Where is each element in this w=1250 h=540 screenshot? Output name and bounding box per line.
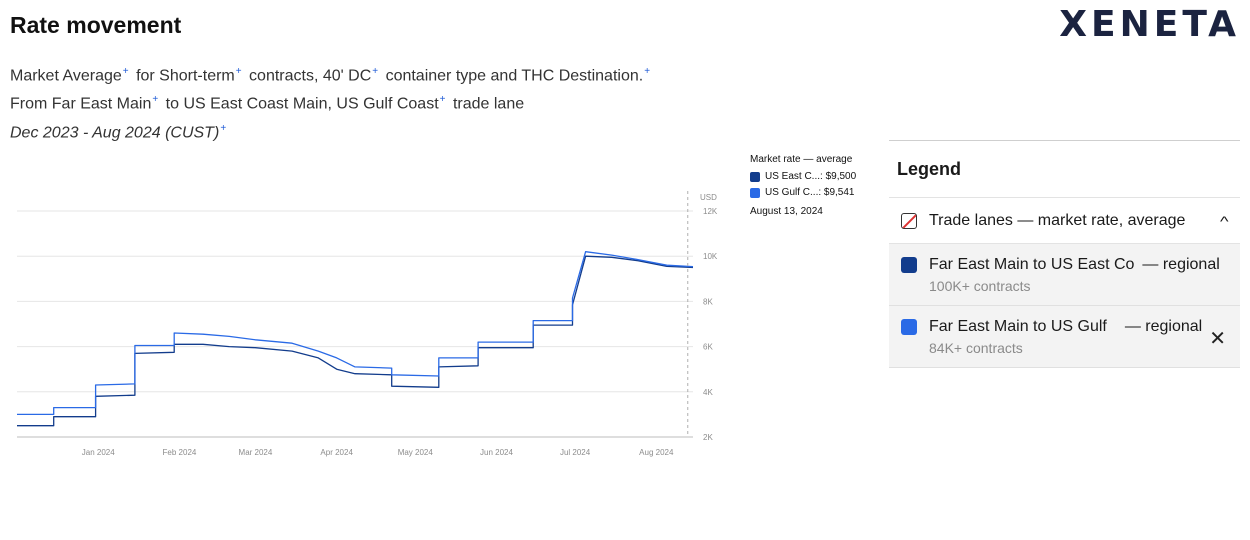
- legend-item-contracts: 84K+ contracts: [929, 340, 1023, 356]
- x-tick-label: Jan 2024: [82, 448, 115, 457]
- legend-item-name: Far East Main to US East Co: [929, 256, 1135, 273]
- legend-title: Legend: [889, 141, 1240, 198]
- legend-group-trade-lanes[interactable]: Trade lanes — market rate, average ^: [889, 198, 1240, 244]
- y-tick-label: 6K: [703, 343, 713, 352]
- tooltip-date: August 13, 2024: [750, 206, 823, 217]
- chart-description: Market Average+ for Short-term+ contract…: [10, 60, 653, 145]
- tooltip-value: US East C...: $9,500: [765, 171, 857, 182]
- legend-item-name: Far East Main to US Gulf: [929, 318, 1107, 335]
- y-tick-label: 4K: [703, 388, 713, 397]
- description-line-3: Dec 2023 - Aug 2024 (CUST)+: [10, 117, 653, 145]
- desc-thc[interactable]: container type and THC Destination.: [385, 67, 644, 85]
- plus-icon[interactable]: +: [122, 66, 129, 77]
- legend-item-suffix: — regional: [1124, 318, 1203, 335]
- plus-icon[interactable]: +: [439, 94, 446, 106]
- desc-market-average[interactable]: Market Average: [10, 67, 122, 85]
- legend-item-gulf-coast[interactable]: Far East Main to US Gulf — regional 84K+…: [889, 306, 1240, 368]
- series-swatch: [750, 187, 760, 198]
- series-swatch: [750, 171, 760, 182]
- plus-icon[interactable]: +: [235, 66, 242, 77]
- y-tick-label: 10K: [703, 252, 718, 261]
- plus-icon[interactable]: +: [152, 94, 159, 106]
- chevron-up-icon[interactable]: ^: [1220, 212, 1229, 229]
- desc-short-term[interactable]: for Short-term: [136, 67, 235, 85]
- desc-container-type[interactable]: contracts, 40' DC: [249, 67, 372, 85]
- y-tick-label: 12K: [703, 207, 718, 216]
- series-line: [17, 251, 694, 416]
- legend-item-suffix: — regional: [1142, 256, 1220, 273]
- plus-icon[interactable]: +: [644, 66, 651, 77]
- legend-group-label: Trade lanes — market rate, average: [929, 211, 1186, 229]
- rate-chart[interactable]: 2K 4K 6K 8K 10K 12K USD Jan 2024 Feb 2024 Mar 202…: [0, 150, 880, 470]
- desc-destination[interactable]: to US East Coast Main, US Gulf Coast: [165, 95, 439, 113]
- series-line: [17, 255, 694, 427]
- legend-item-east-coast[interactable]: Far East Main to US East Co — regional 1…: [889, 244, 1240, 306]
- plus-icon[interactable]: +: [220, 122, 227, 134]
- x-tick-label: May 2024: [398, 448, 434, 457]
- desc-trade-lane: trade lane: [452, 95, 525, 113]
- xeneta-logo: XENETA: [1059, 4, 1240, 45]
- y-unit-label: USD: [700, 193, 717, 202]
- desc-period[interactable]: Dec 2023 - Aug 2024 (CUST): [10, 123, 220, 141]
- description-line-1: Market Average+ for Short-term+ contract…: [10, 60, 653, 88]
- tooltip-row: US East C...: $9,500: [750, 171, 856, 182]
- x-tick-label: Feb 2024: [163, 448, 197, 457]
- page-title: Rate movement: [10, 12, 182, 38]
- legend-panel: Legend Trade lanes — market rate, averag…: [889, 140, 1240, 368]
- x-tick-label: Jun 2024: [480, 448, 513, 457]
- desc-origin[interactable]: From Far East Main: [10, 95, 152, 113]
- rate-chart-svg[interactable]: 2K 4K 6K 8K 10K 12K USD Jan 2024 Feb 2024 Mar 202…: [0, 150, 880, 470]
- tooltip-value: US Gulf C...: $9,541: [765, 187, 855, 198]
- y-tick-label: 2K: [703, 433, 713, 442]
- tooltip-title: Market rate — average: [750, 154, 853, 165]
- legend-item-contracts: 100K+ contracts: [929, 278, 1031, 294]
- x-tick-label: Aug 2024: [639, 448, 674, 457]
- series-color-swatch[interactable]: [901, 319, 917, 335]
- chart-tooltip: Market rate — average US East C...: $9,5…: [750, 154, 856, 217]
- x-tick-label: Apr 2024: [320, 448, 353, 457]
- series-color-swatch[interactable]: [901, 257, 917, 273]
- description-line-2: From Far East Main+ to US East Coast Mai…: [10, 88, 653, 116]
- x-tick-label: Mar 2024: [239, 448, 273, 457]
- x-tick-label: Jul 2024: [560, 448, 591, 457]
- close-icon[interactable]: ✕: [1209, 328, 1226, 350]
- y-tick-label: 8K: [703, 297, 713, 306]
- hidden-series-icon[interactable]: [901, 212, 917, 229]
- tooltip-row: US Gulf C...: $9,541: [750, 187, 856, 198]
- plus-icon[interactable]: +: [372, 66, 379, 77]
